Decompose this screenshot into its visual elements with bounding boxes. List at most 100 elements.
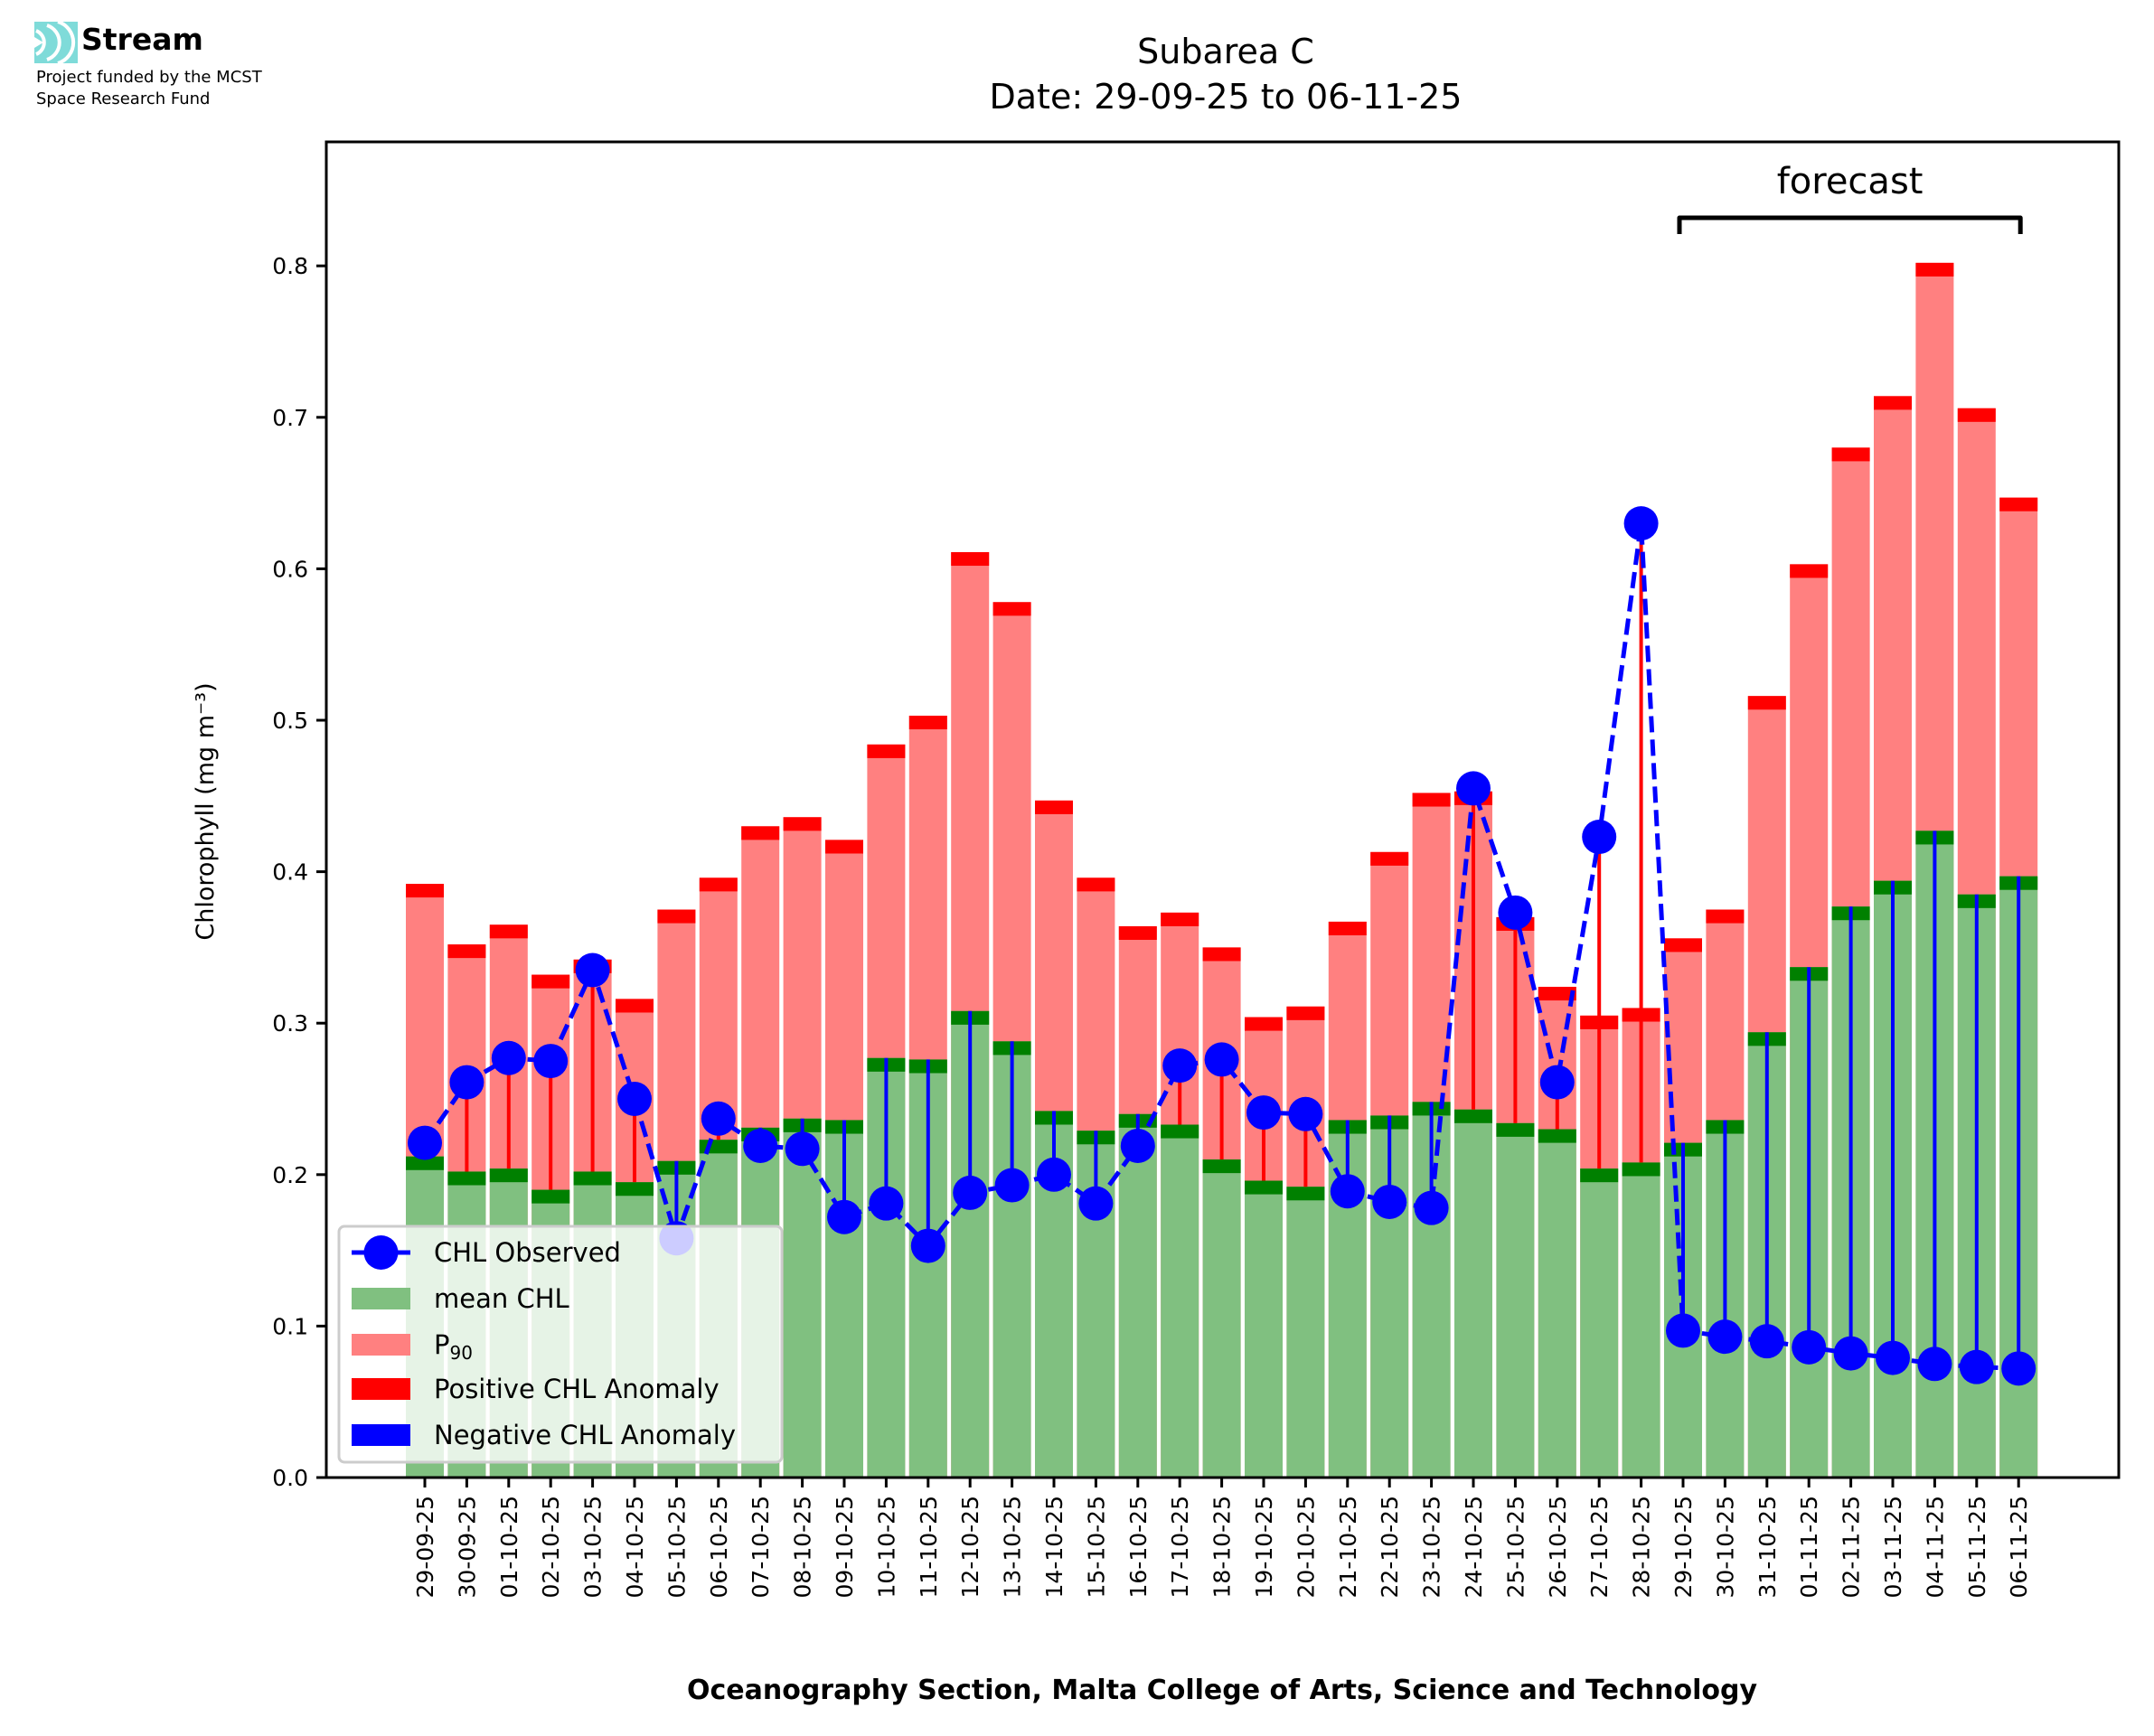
x-tick-label: 23-10-25	[1419, 1496, 1445, 1598]
mean-cap	[1202, 1159, 1241, 1174]
legend-item: CHL Observed	[352, 1235, 621, 1270]
observed-point	[1792, 1329, 1827, 1365]
x-tick-label: 06-11-25	[2006, 1496, 2032, 1598]
mean-bar	[1286, 1187, 1325, 1478]
p90-cap	[1077, 877, 1115, 892]
p90-cap	[1747, 696, 1786, 710]
p90-cap	[1790, 564, 1829, 578]
observed-point	[1623, 506, 1659, 541]
mean-cap	[1496, 1122, 1535, 1137]
x-tick-label: 09-10-25	[832, 1496, 858, 1598]
observed-point	[575, 952, 610, 988]
observed-point	[1666, 1313, 1700, 1348]
p90-cap	[992, 602, 1031, 616]
x-tick-label: 22-10-25	[1377, 1496, 1403, 1598]
forecast-bracket	[1677, 215, 2023, 234]
x-tick-label: 02-10-25	[538, 1496, 564, 1598]
x-tick-label: 05-10-25	[663, 1496, 690, 1598]
mean-bar	[1118, 1113, 1157, 1478]
observed-point	[1707, 1319, 1743, 1355]
x-tick-label: 01-11-25	[1796, 1496, 1822, 1598]
x-tick-label: 06-10-25	[706, 1496, 732, 1598]
p90-cap	[741, 826, 780, 840]
mean-bar	[1454, 1109, 1492, 1478]
x-tick-label: 19-10-25	[1251, 1496, 1277, 1598]
observed-point	[1120, 1128, 1155, 1163]
observed-point	[1539, 1065, 1575, 1100]
x-tick-label: 08-10-25	[790, 1496, 816, 1598]
observed-point	[743, 1128, 778, 1163]
observed-point	[1037, 1157, 1071, 1192]
x-tick-label: 15-10-25	[1083, 1496, 1109, 1598]
mean-cap	[406, 1156, 444, 1170]
x-tick-label: 20-10-25	[1293, 1496, 1319, 1598]
p90-cap	[1286, 1006, 1325, 1020]
p90-cap	[657, 909, 696, 924]
x-tick-label: 05-11-25	[1964, 1496, 1990, 1598]
mean-bar	[1622, 1162, 1660, 1478]
mean-cap	[531, 1189, 570, 1204]
observed-point	[701, 1101, 736, 1136]
mean-cap	[1454, 1109, 1492, 1123]
observed-point	[869, 1186, 904, 1221]
x-tick-label: 04-11-25	[1922, 1496, 1948, 1598]
x-tick-label: 03-11-25	[1880, 1496, 1906, 1598]
axes-layer: 0.0 0.1 0.2 0.3 0.4 0.5 0.6 0.7 0.8 29-09-25 30-09…	[272, 140, 2121, 1598]
observed-point	[1414, 1190, 1449, 1225]
legend-swatch-icon	[352, 1288, 410, 1309]
x-tick-label: 21-10-25	[1335, 1496, 1361, 1598]
observed-point	[1498, 895, 1533, 930]
x-tick-label: 30-09-25	[454, 1496, 480, 1598]
legend-label: P90	[434, 1329, 473, 1364]
observed-layer	[408, 506, 2036, 1386]
mean-cap	[616, 1182, 654, 1196]
observed-point	[785, 1131, 820, 1167]
forecast-annotation: forecast	[1677, 161, 2023, 234]
observed-point	[994, 1168, 1030, 1203]
observed-point	[1959, 1349, 1994, 1384]
legend-label: Positive CHL Anomaly	[434, 1374, 720, 1404]
mean-bar	[1245, 1180, 1283, 1478]
p90-cap	[825, 840, 863, 854]
legend-marker-icon	[363, 1235, 399, 1270]
observed-point	[449, 1065, 484, 1100]
observed-point	[2001, 1351, 2036, 1386]
mean-bar	[1202, 1159, 1241, 1478]
p90-cap	[447, 944, 486, 959]
x-tick-label: 16-10-25	[1125, 1496, 1152, 1598]
p90-cap	[908, 715, 947, 730]
legend-label-subscript: 90	[450, 1342, 473, 1364]
y-tick-label: 0.2	[272, 1162, 308, 1188]
x-tick-label: 07-10-25	[748, 1496, 774, 1598]
brand-name: Stream	[81, 22, 203, 57]
mean-cap	[489, 1168, 528, 1183]
observed-point	[1246, 1095, 1281, 1131]
p90-cap	[1706, 909, 1745, 924]
x-tick-label: 03-10-25	[580, 1496, 607, 1598]
forecast-label: forecast	[1777, 161, 1924, 202]
logo-icon	[34, 22, 78, 63]
p90-cap	[951, 551, 990, 567]
p90-cap	[699, 877, 738, 892]
p90-cap	[1202, 947, 1241, 962]
mean-bar	[1538, 1129, 1576, 1478]
legend-item: P90	[352, 1329, 473, 1364]
legend-swatch-icon	[352, 1334, 410, 1356]
observed-point	[1078, 1186, 1114, 1221]
legend-label: CHL Observed	[434, 1237, 621, 1268]
y-tick-label: 0.4	[272, 859, 308, 886]
y-tick-label: 0.0	[272, 1465, 308, 1491]
p90-cap	[1035, 800, 1073, 814]
x-tick-label: 02-11-25	[1839, 1496, 1865, 1598]
p90-cap	[1999, 497, 2038, 511]
mean-cap	[573, 1171, 612, 1186]
p90-cap	[616, 999, 654, 1013]
chart-title: Subarea C	[1137, 32, 1314, 71]
p90-cap	[1245, 1017, 1283, 1031]
mean-cap	[1538, 1129, 1576, 1143]
y-axis-label: Chlorophyll (mg m⁻³)	[192, 682, 220, 940]
x-tick-label: 31-10-25	[1754, 1496, 1781, 1598]
p90-cap	[1370, 851, 1409, 866]
observed-point	[1749, 1324, 1784, 1359]
